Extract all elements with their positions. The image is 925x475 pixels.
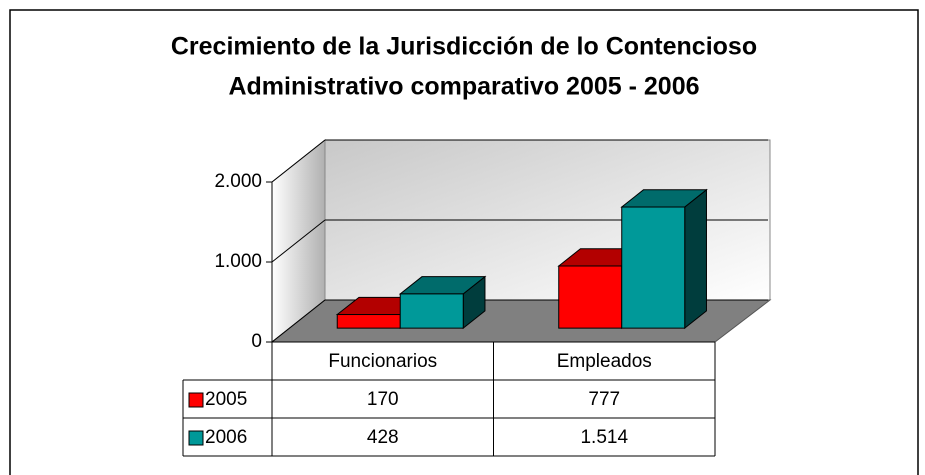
y-tick-label: 1.000 <box>214 251 262 272</box>
chart-title: Crecimiento de la Jurisdicción de lo Con… <box>171 33 757 61</box>
x-tick-label: Funcionarios <box>328 351 437 372</box>
grid-line <box>271 299 326 343</box>
y-tick-label: 2.000 <box>214 171 262 192</box>
legend-key <box>188 430 204 446</box>
legend-key <box>188 392 204 408</box>
bar <box>336 314 401 329</box>
bar-side <box>684 188 707 330</box>
bar <box>399 293 464 329</box>
legend-label: 2006 <box>205 427 247 448</box>
table-value: 170 <box>367 389 399 410</box>
grid-line <box>271 219 326 263</box>
table-value: 777 <box>588 389 620 410</box>
table-value: 428 <box>367 427 399 448</box>
legend-label: 2005 <box>205 389 247 410</box>
bar <box>558 265 623 329</box>
table-value: 1.514 <box>580 427 628 448</box>
chart-title: Administrativo comparativo 2005 - 2006 <box>228 73 699 101</box>
grid-line <box>271 139 326 183</box>
y-tick-label: 0 <box>251 331 262 352</box>
chart-frame <box>9 9 919 475</box>
bar <box>621 206 686 329</box>
x-tick-label: Empleados <box>557 351 652 372</box>
